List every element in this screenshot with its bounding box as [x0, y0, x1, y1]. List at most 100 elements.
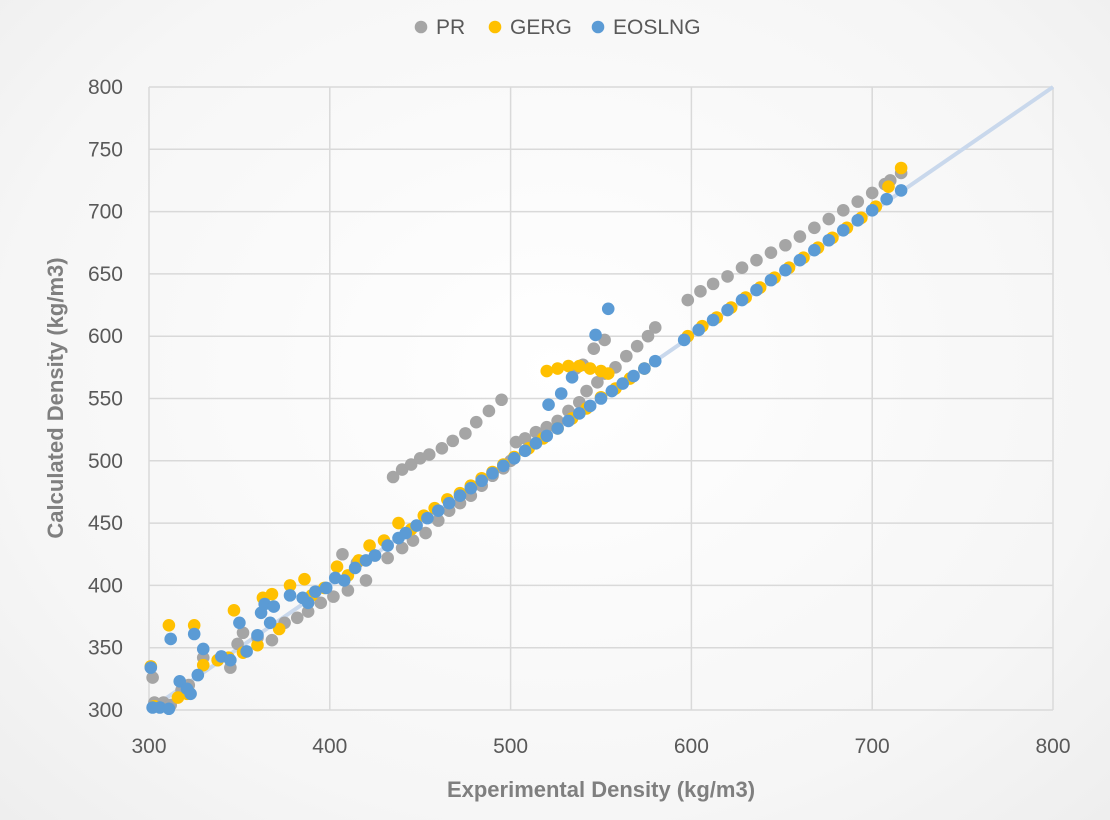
point-eoslng	[381, 539, 394, 552]
point-gerg	[298, 572, 311, 586]
point-gerg	[562, 359, 575, 373]
point-pr	[681, 293, 695, 307]
point-pr	[587, 342, 601, 355]
x-tick-label: 800	[1035, 735, 1070, 758]
point-eoslng	[240, 645, 253, 658]
point-eoslng	[677, 333, 691, 347]
point-pr	[327, 590, 340, 603]
series-pr	[146, 166, 908, 712]
x-tick-label: 400	[312, 735, 347, 758]
point-gerg	[392, 516, 405, 530]
point-gerg	[283, 579, 297, 592]
point-gerg	[894, 161, 908, 175]
x-tick-label: 600	[674, 735, 709, 758]
point-eoslng	[453, 489, 467, 502]
point-pr	[469, 415, 483, 429]
point-pr	[495, 393, 508, 407]
point-pr	[580, 384, 593, 398]
x-tick-label: 700	[855, 735, 890, 758]
point-eoslng	[735, 293, 749, 307]
point-eoslng	[475, 474, 488, 488]
point-eoslng	[368, 549, 382, 562]
y-axis-title: Calculated Density (kg/m3)	[43, 257, 68, 538]
point-pr	[641, 329, 655, 343]
point-eoslng	[648, 354, 662, 368]
y-tick-label: 650	[88, 263, 123, 286]
y-tick-label: 700	[88, 201, 123, 224]
point-pr	[314, 596, 328, 610]
point-pr	[395, 541, 409, 555]
point-pr	[265, 633, 279, 647]
point-pr	[419, 526, 432, 540]
point-eoslng	[529, 437, 543, 450]
legend[interactable]: PR GERG EOSLNG	[414, 16, 701, 39]
point-pr	[865, 186, 879, 200]
point-pr	[591, 376, 604, 389]
point-eoslng	[224, 653, 237, 667]
point-gerg	[272, 622, 286, 636]
point-pr	[422, 448, 436, 461]
point-eoslng	[554, 387, 568, 400]
point-gerg	[363, 539, 376, 552]
point-pr	[630, 339, 644, 353]
x-tick-label: 300	[131, 735, 166, 758]
point-pr	[431, 514, 445, 527]
point-eoslng	[309, 585, 322, 598]
point-gerg	[265, 587, 279, 601]
point-eoslng	[196, 642, 210, 656]
point-pr	[808, 221, 821, 235]
point-eoslng	[464, 481, 478, 495]
point-gerg	[540, 364, 554, 378]
point-eoslng	[616, 377, 629, 390]
point-pr	[146, 671, 159, 684]
point-eoslng	[283, 589, 297, 602]
series-eoslng	[144, 184, 908, 716]
point-eoslng	[301, 596, 315, 610]
point-eoslng	[836, 223, 850, 237]
point-eoslng	[267, 600, 281, 613]
legend-label-gerg[interactable]: GERG	[510, 16, 572, 39]
y-tick-label: 350	[88, 637, 123, 660]
y-tick-label: 550	[88, 388, 123, 411]
point-gerg	[330, 560, 344, 574]
point-pr	[482, 404, 496, 418]
point-eoslng	[184, 687, 197, 701]
point-pr	[735, 261, 749, 274]
point-eoslng	[191, 668, 205, 682]
point-eoslng	[865, 204, 879, 217]
point-pr	[359, 574, 373, 587]
point-eoslng	[497, 459, 510, 473]
point-eoslng	[638, 362, 651, 375]
point-pr	[648, 321, 662, 334]
legend-marker-gerg	[488, 20, 502, 34]
legend-label-pr[interactable]: PR	[436, 16, 465, 39]
point-gerg	[573, 359, 586, 373]
x-tick-label: 500	[493, 735, 528, 758]
point-pr	[446, 434, 460, 448]
point-eoslng	[542, 398, 555, 412]
legend-label-eoslng[interactable]: EOSLNG	[613, 16, 701, 39]
point-pr	[721, 270, 734, 283]
point-pr	[540, 420, 554, 434]
point-pr	[764, 246, 778, 260]
point-pr	[779, 238, 792, 252]
point-pr	[386, 470, 400, 484]
x-axis-title: Experimental Density (kg/m3)	[447, 777, 755, 802]
y-tick-label: 450	[88, 512, 123, 535]
point-eoslng	[565, 371, 579, 384]
point-eoslng	[486, 466, 499, 480]
point-eoslng	[706, 313, 720, 327]
series-layer	[144, 161, 908, 716]
point-pr	[694, 285, 707, 298]
legend-marker-pr	[414, 20, 428, 34]
point-eoslng	[793, 253, 807, 267]
point-eoslng	[399, 526, 413, 540]
point-eoslng	[251, 628, 264, 642]
point-pr	[750, 253, 763, 267]
point-eoslng	[594, 392, 608, 405]
point-eoslng	[779, 263, 792, 277]
point-eoslng	[164, 632, 177, 646]
point-eoslng	[721, 303, 734, 317]
point-eoslng	[605, 384, 619, 398]
